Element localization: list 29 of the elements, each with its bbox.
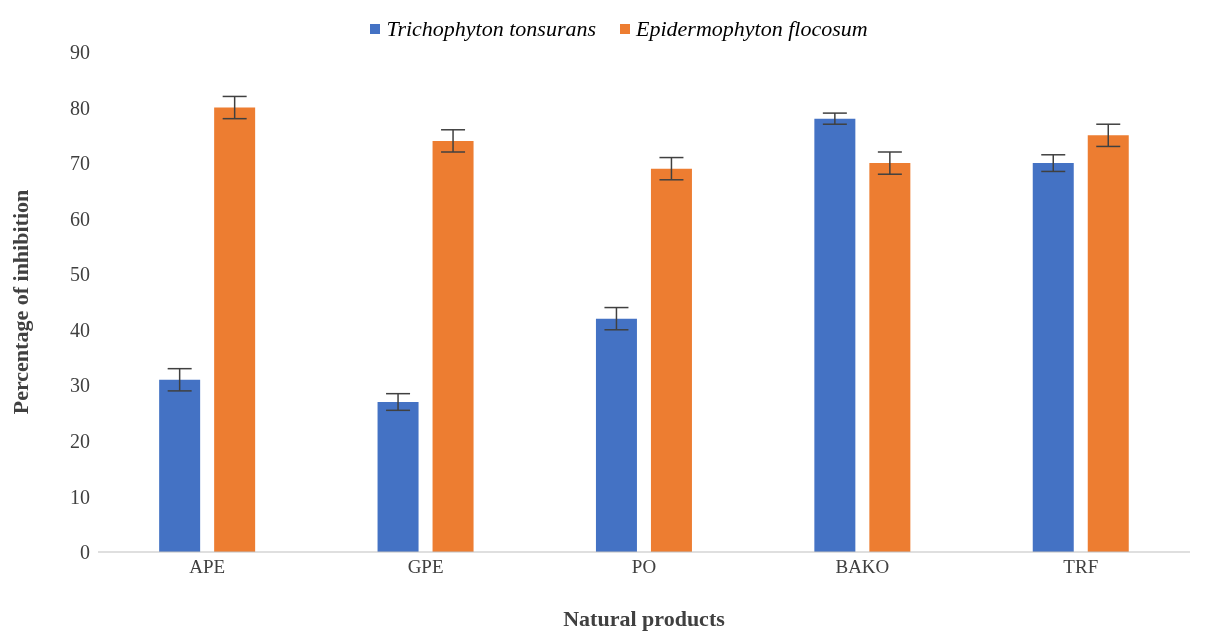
- bar: [869, 163, 911, 552]
- y-tick-label: 90: [70, 41, 90, 64]
- x-tick-label: BAKO: [835, 556, 890, 578]
- y-tick-label: 60: [70, 207, 90, 230]
- x-tick-label: PO: [631, 556, 657, 578]
- x-tick-label: TRF: [1063, 556, 1099, 578]
- bar: [1087, 135, 1129, 552]
- y-tick-label: 50: [70, 263, 90, 286]
- y-tick-label: 0: [80, 541, 90, 564]
- y-tick-label: 20: [70, 429, 90, 452]
- bar: [814, 118, 856, 552]
- legend-label: Trichophyton tonsurans: [385, 16, 597, 42]
- x-tick-label: GPE: [407, 556, 444, 578]
- bar: [1032, 163, 1074, 552]
- y-tick-label: 30: [70, 374, 90, 397]
- bar: [377, 402, 419, 552]
- y-axis-title: Percentage of inhibition: [7, 189, 33, 415]
- bar: [595, 318, 637, 552]
- legend-label: Epidermophyton flocosum: [635, 16, 868, 42]
- x-axis-title: Natural products: [563, 606, 726, 631]
- y-tick-label: 40: [70, 318, 90, 341]
- y-tick-label: 10: [70, 485, 90, 508]
- y-tick-label: 80: [70, 96, 90, 119]
- bar: [159, 379, 201, 552]
- x-tick-label: APE: [189, 556, 226, 578]
- y-tick-label: 70: [70, 152, 90, 175]
- bar: [214, 107, 256, 552]
- bar: [650, 168, 692, 552]
- bar: [432, 140, 474, 552]
